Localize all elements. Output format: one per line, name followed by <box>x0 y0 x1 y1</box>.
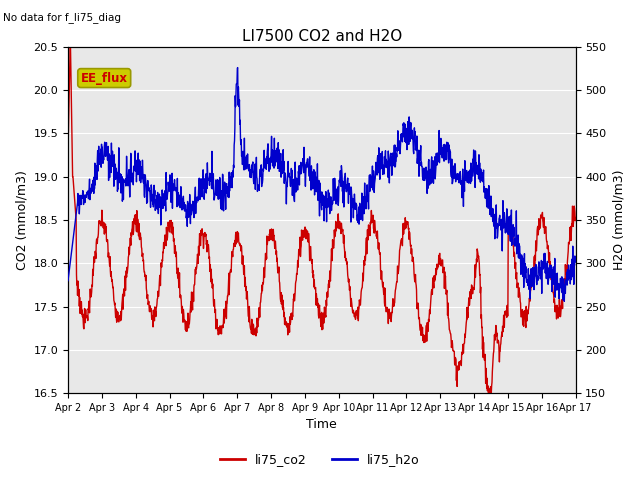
Legend: li75_co2, li75_h2o: li75_co2, li75_h2o <box>215 448 425 471</box>
Text: No data for f_li75_diag: No data for f_li75_diag <box>3 12 121 23</box>
Title: LI7500 CO2 and H2O: LI7500 CO2 and H2O <box>242 29 402 44</box>
Text: EE_flux: EE_flux <box>81 72 128 84</box>
Y-axis label: H2O (mmol/m3): H2O (mmol/m3) <box>612 170 625 270</box>
X-axis label: Time: Time <box>307 419 337 432</box>
Y-axis label: CO2 (mmol/m3): CO2 (mmol/m3) <box>15 170 28 270</box>
